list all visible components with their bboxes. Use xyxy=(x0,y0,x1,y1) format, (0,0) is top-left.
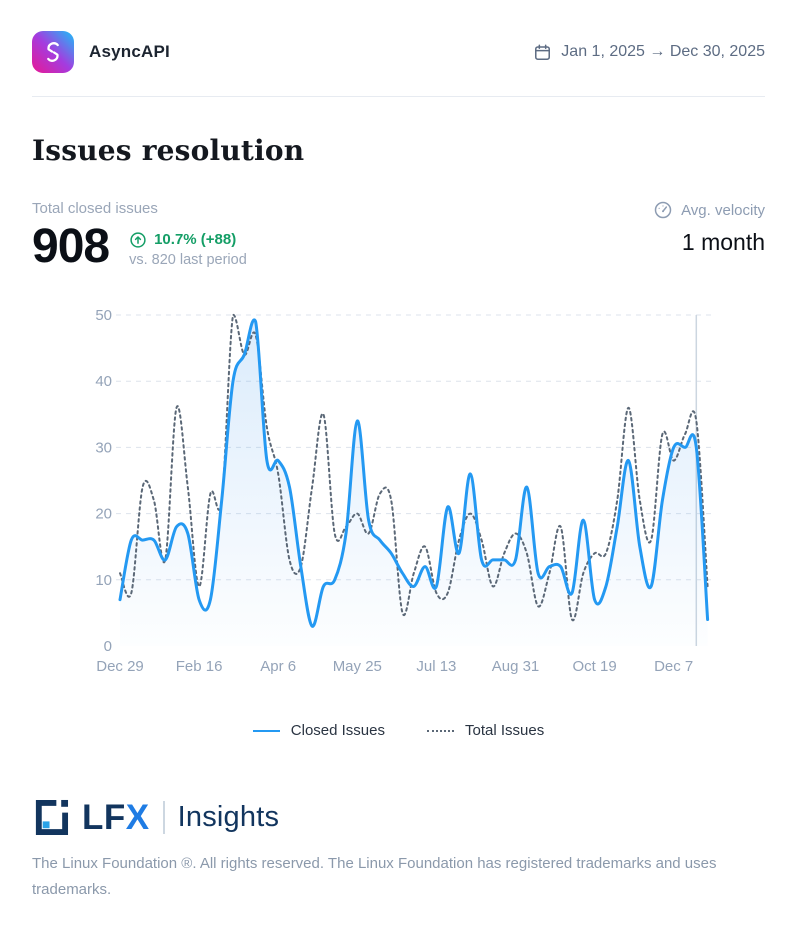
stat-label: Total closed issues xyxy=(32,200,158,217)
copyright-text: The Linux Foundation ®. All rights reser… xyxy=(32,855,717,899)
dotted-line-swatch-icon xyxy=(427,729,454,732)
footer-divider xyxy=(162,801,165,834)
stat-value: 908 xyxy=(32,220,110,273)
svg-text:20: 20 xyxy=(95,506,112,523)
lfx-insights-logo: LFX Insights xyxy=(32,799,765,836)
avg-velocity-stat: Avg. velocity 1 month xyxy=(653,200,765,256)
svg-text:Aug 31: Aug 31 xyxy=(492,658,540,675)
svg-text:Feb 16: Feb 16 xyxy=(176,658,223,675)
svg-text:May 25: May 25 xyxy=(333,658,382,675)
lfx-wordmark: LFX xyxy=(82,798,150,837)
solid-line-swatch-icon xyxy=(252,729,280,732)
legend-item-closed-issues[interactable]: Closed Issues xyxy=(252,722,385,739)
speedometer-icon xyxy=(654,201,672,219)
page-title: Issues resolution xyxy=(32,134,305,167)
stat-comparison: vs. 820 last period xyxy=(129,251,247,268)
trend-up-icon xyxy=(130,231,146,248)
stats-row: Total closed issues 908 10.7% (+88) vs. … xyxy=(32,200,765,271)
footer: LFX Insights The Linux Foundation ®. All… xyxy=(32,799,765,904)
legend-item-total-issues[interactable]: Total Issues xyxy=(427,722,544,739)
header: AsyncAPI Jan 1, 2025 → Dec 30, 2025 xyxy=(32,0,765,73)
date-range-picker[interactable]: Jan 1, 2025 → Dec 30, 2025 xyxy=(533,43,765,62)
velocity-label: Avg. velocity xyxy=(681,201,765,219)
svg-text:Jul 13: Jul 13 xyxy=(416,658,456,675)
velocity-value: 1 month xyxy=(681,229,765,255)
svg-text:40: 40 xyxy=(95,373,112,390)
issues-chart: 0 10 20 30 40 50 Dec 29 Feb 16 Apr 6 May 25 Jul 13… xyxy=(90,307,730,686)
legend-label: Closed Issues xyxy=(290,722,385,739)
asyncapi-logo-icon xyxy=(32,31,74,73)
calendar-icon xyxy=(535,43,551,60)
chart-svg: 0 10 20 30 40 50 Dec 29 Feb 16 Apr 6 May 25 Jul 13… xyxy=(95,307,712,675)
svg-text:30: 30 xyxy=(95,439,112,456)
org-name: AsyncAPI xyxy=(89,42,170,61)
svg-text:Dec 29: Dec 29 xyxy=(96,658,144,675)
svg-text:0: 0 xyxy=(104,638,112,655)
legend-label: Total Issues xyxy=(465,722,545,739)
svg-text:Oct 19: Oct 19 xyxy=(573,658,617,675)
header-divider xyxy=(32,96,765,97)
lfx-mark-icon xyxy=(35,799,69,836)
total-closed-stat: Total closed issues 908 10.7% (+88) vs. … xyxy=(32,200,247,271)
svg-text:Apr 6: Apr 6 xyxy=(260,658,296,675)
insights-wordmark: Insights xyxy=(177,801,280,833)
date-range-label: Jan 1, 2025 → Dec 30, 2025 xyxy=(561,43,765,60)
stat-delta: 10.7% (+88) xyxy=(154,231,237,248)
svg-text:10: 10 xyxy=(95,572,112,589)
svg-text:50: 50 xyxy=(95,307,112,324)
svg-text:Dec 7: Dec 7 xyxy=(654,658,693,675)
chart-legend: Closed Issues Total Issues xyxy=(32,722,765,739)
